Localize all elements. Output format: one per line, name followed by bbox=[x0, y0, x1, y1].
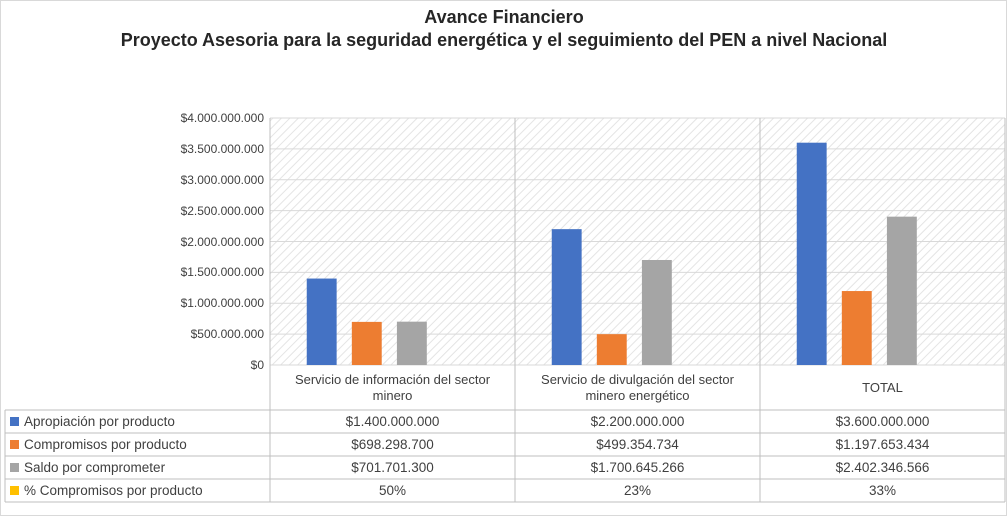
table-value: 50% bbox=[378, 482, 407, 498]
bar bbox=[396, 321, 427, 365]
y-tick-label: $500.000.000 bbox=[190, 327, 264, 342]
legend-label: Apropiación por producto bbox=[24, 413, 175, 429]
bar bbox=[551, 229, 582, 365]
y-tick-label: $2.500.000.000 bbox=[180, 203, 264, 218]
legend-swatch bbox=[10, 417, 19, 426]
y-tick-label: $4.000.000.000 bbox=[180, 111, 264, 125]
bar bbox=[641, 259, 672, 365]
bar bbox=[306, 278, 337, 365]
chart-title: Avance Financiero bbox=[424, 7, 584, 27]
table-value: $2.402.346.566 bbox=[835, 459, 930, 475]
bar bbox=[796, 142, 827, 365]
table-value: 33% bbox=[868, 482, 897, 498]
table-value: $1.400.000.000 bbox=[345, 413, 440, 429]
table-value: $2.200.000.000 bbox=[590, 413, 685, 429]
x-tick-label: TOTAL bbox=[862, 380, 903, 395]
y-tick-label: $1.500.000.000 bbox=[180, 265, 264, 280]
legend-swatch bbox=[10, 440, 19, 449]
y-tick-label: $2.000.000.000 bbox=[180, 234, 264, 249]
y-tick-label: $3.000.000.000 bbox=[180, 172, 264, 187]
legend-label: % Compromisos por producto bbox=[24, 482, 203, 498]
table-value: $701.701.300 bbox=[351, 459, 434, 475]
table-value: $499.354.734 bbox=[596, 436, 679, 452]
bar bbox=[841, 291, 872, 365]
table-value: $1.700.645.266 bbox=[590, 459, 685, 475]
y-tick-label: $1.000.000.000 bbox=[180, 296, 264, 311]
bar bbox=[351, 321, 382, 365]
y-tick-label: $3.500.000.000 bbox=[180, 141, 264, 156]
bar bbox=[596, 334, 627, 365]
table-value: $1.197.653.434 bbox=[835, 436, 930, 452]
table-value: $698.298.700 bbox=[351, 436, 434, 452]
table-value: 23% bbox=[623, 482, 652, 498]
chart-subtitle: Proyecto Asesoria para la seguridad ener… bbox=[120, 30, 888, 50]
legend-swatch bbox=[10, 486, 19, 495]
bar bbox=[886, 216, 917, 365]
x-tick-label: Servicio de información del sector miner… bbox=[294, 372, 491, 403]
table-value: $3.600.000.000 bbox=[835, 413, 930, 429]
legend-swatch bbox=[10, 463, 19, 472]
y-tick-label: $0 bbox=[250, 358, 264, 372]
legend-label: Compromisos por producto bbox=[24, 436, 187, 452]
x-tick-label: Servicio de divulgación del sector miner… bbox=[541, 372, 734, 403]
legend-label: Saldo por comprometer bbox=[24, 459, 166, 475]
